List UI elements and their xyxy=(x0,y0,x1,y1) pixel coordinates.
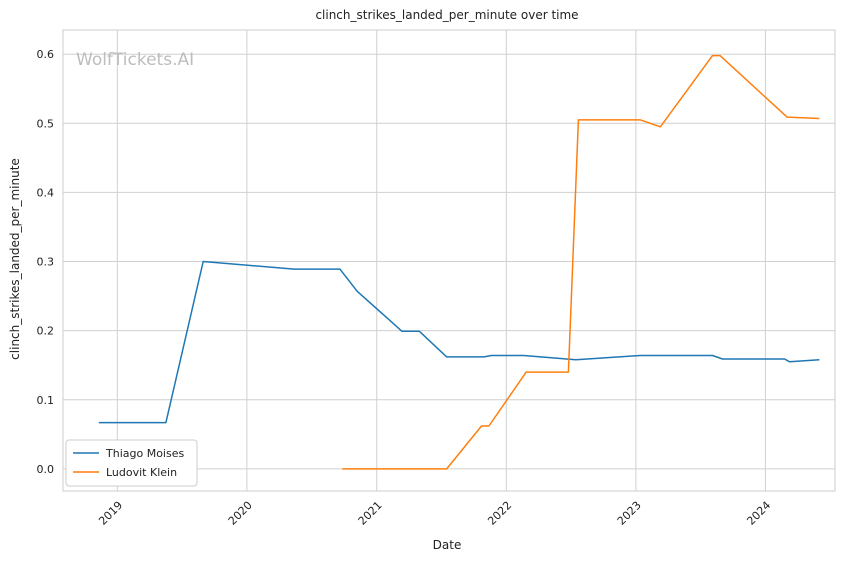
y-tick-label: 0.2 xyxy=(37,325,55,338)
series-line-thiago-moises xyxy=(98,260,820,424)
x-axis-ticks: 2019 2020 2021 2022 2023 2024 xyxy=(96,499,773,528)
y-tick-label: 0.5 xyxy=(37,117,55,130)
x-tick-label: 2020 xyxy=(226,499,255,528)
y-axis-label: clinch_strikes_landed_per_minute xyxy=(8,158,22,360)
legend: Thiago Moises Ludovit Klein xyxy=(65,439,198,487)
y-tick-label: 0.4 xyxy=(37,186,55,199)
x-tick-label: 2019 xyxy=(96,499,125,528)
y-tick-label: 0.1 xyxy=(37,394,55,407)
x-tick-label: 2021 xyxy=(356,499,385,528)
legend-label-thiago-moises: Thiago Moises xyxy=(105,447,184,460)
series-line-ludovit-klein xyxy=(342,54,820,470)
y-tick-label: 0.3 xyxy=(37,256,55,269)
y-tick-label: 0.0 xyxy=(37,463,55,476)
grid-lines xyxy=(63,30,835,491)
x-tick-label: 2024 xyxy=(744,499,773,528)
y-tick-label: 0.6 xyxy=(37,48,55,61)
plot-area xyxy=(62,29,836,492)
chart-title: clinch_strikes_landed_per_minute over ti… xyxy=(315,8,578,22)
x-axis-label: Date xyxy=(433,538,462,552)
series-layer xyxy=(98,54,820,470)
watermark: WolfTickets.AI xyxy=(76,50,194,70)
x-tick-label: 2023 xyxy=(615,499,644,528)
x-tick-label: 2022 xyxy=(485,499,514,528)
legend-label-ludovit-klein: Ludovit Klein xyxy=(106,466,177,479)
y-axis-ticks: 0.0 0.1 0.2 0.3 0.4 0.5 0.6 xyxy=(37,48,55,476)
legend-box xyxy=(65,439,198,487)
